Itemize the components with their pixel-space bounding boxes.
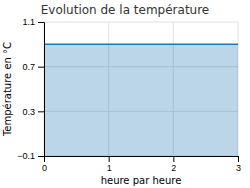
- tick-mark: [38, 111, 44, 112]
- grid: [44, 22, 238, 156]
- tick-mark: [38, 22, 44, 23]
- plot-area: 0 1 2 3 −0.1 0.3 0.7 1.1: [17, 17, 241, 173]
- axis-line: [38, 23, 45, 157]
- tick-label: 2: [171, 163, 176, 173]
- line: [44, 44, 238, 46]
- x-axis: 0 1 2 3: [42, 156, 241, 173]
- tick-label: 1.1: [22, 17, 35, 27]
- tick-mark: [38, 156, 44, 157]
- tick: 1: [107, 156, 112, 173]
- tick-mark: [109, 156, 110, 162]
- title: Evolution de la température: [41, 3, 210, 17]
- axis-line: [45, 157, 239, 163]
- grid-line: [44, 22, 238, 23]
- tick: 0.7: [22, 62, 44, 72]
- tick-label: 0.7: [22, 62, 35, 72]
- tick-label: 0.3: [22, 107, 35, 117]
- tick: −0.1: [17, 151, 44, 161]
- tick-mark: [38, 67, 44, 68]
- y-axis-title: Température en °C: [2, 42, 13, 137]
- marks: [44, 44, 238, 156]
- x-axis-title: heure par heure: [101, 175, 182, 186]
- tick: 0.3: [22, 107, 44, 117]
- area: [44, 44, 238, 156]
- y-axis: −0.1 0.3 0.7 1.1: [17, 17, 44, 161]
- tick-label: 1: [107, 163, 112, 173]
- tick: 1.1: [22, 17, 44, 27]
- tick: 0: [42, 156, 47, 173]
- tick-label: 0: [42, 163, 47, 173]
- tick-label: −0.1: [17, 151, 35, 161]
- tick-mark: [238, 156, 239, 162]
- chart: 0 1 2 3 −0.1 0.3 0.7 1.1 Evolution de la tempéra…: [0, 0, 250, 188]
- tick: 3: [236, 156, 241, 173]
- tick: 2: [171, 156, 176, 173]
- tick-mark: [173, 156, 174, 162]
- tick-label: 3: [236, 163, 241, 173]
